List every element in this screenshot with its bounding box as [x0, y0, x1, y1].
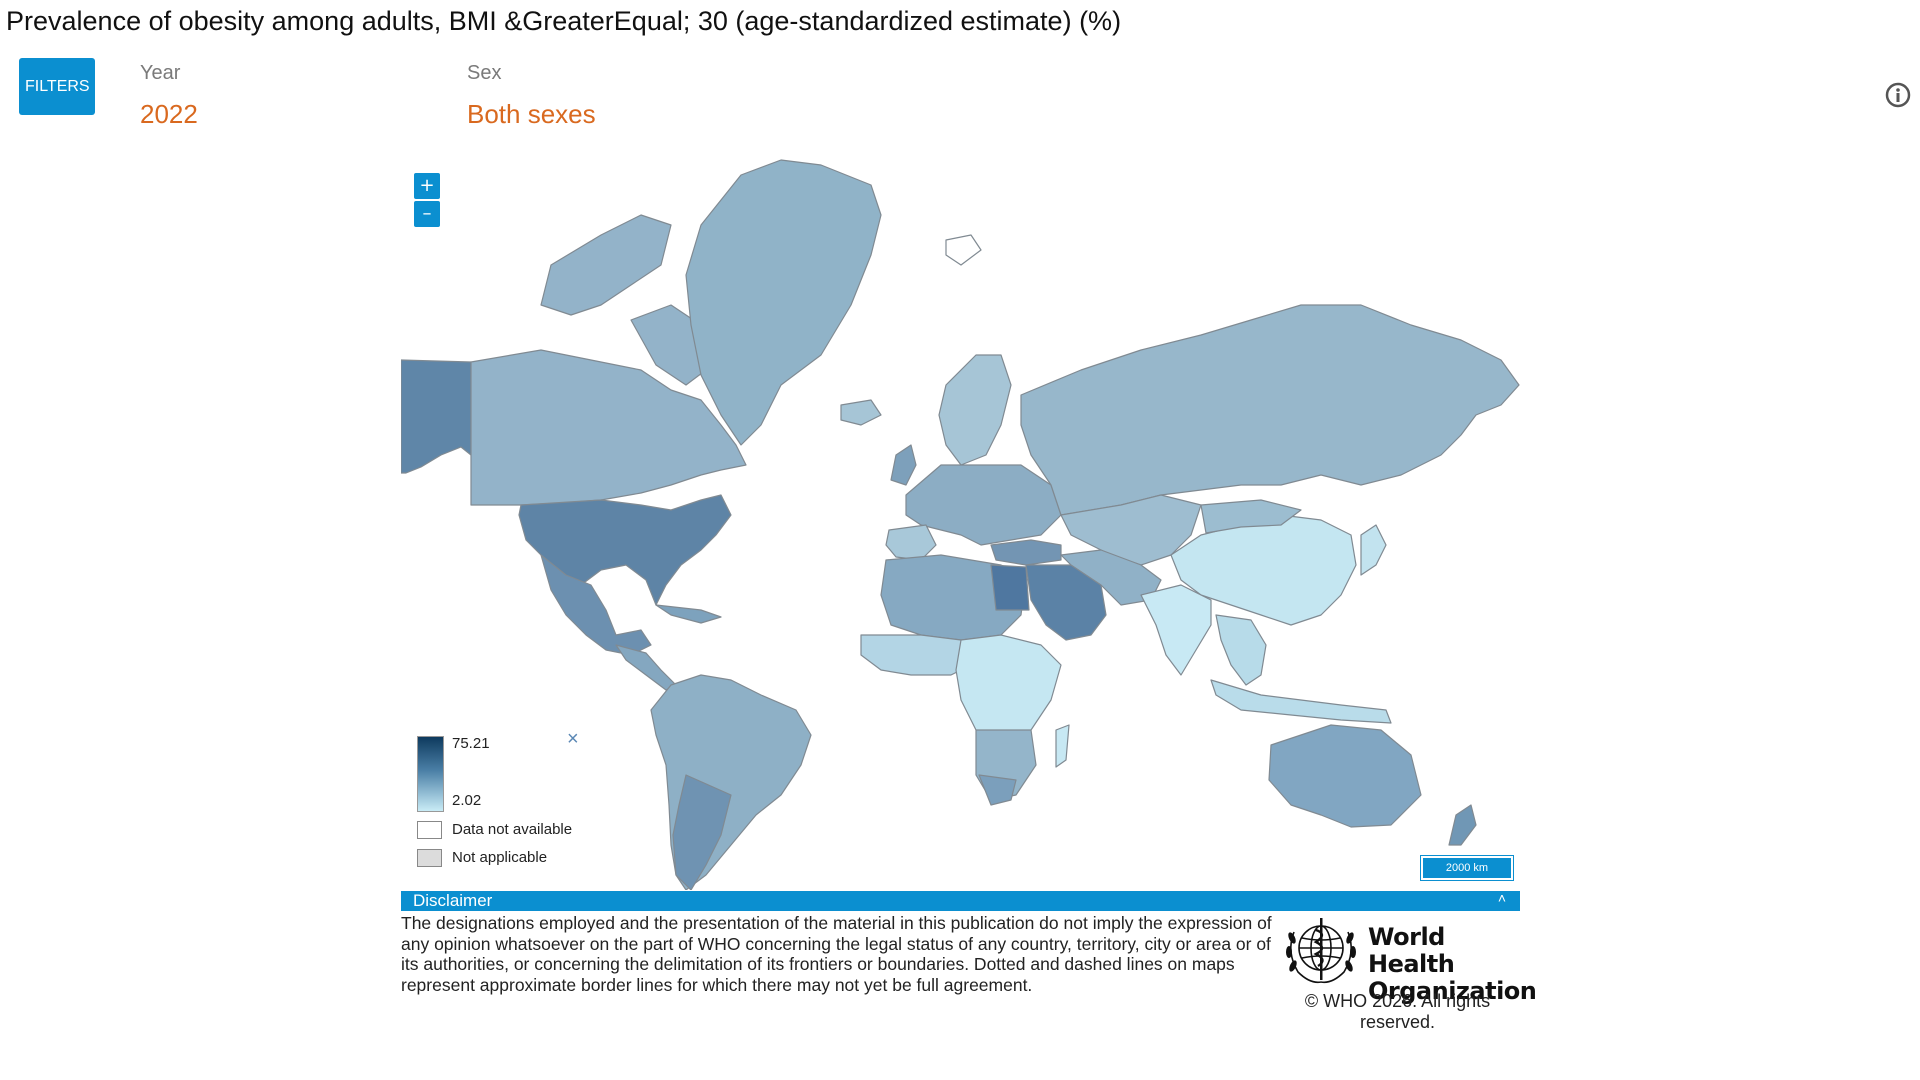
region-arctic-islands[interactable] [540, 214, 672, 316]
who-emblem-icon [1286, 918, 1356, 984]
disclaimer-title: Disclaimer [413, 891, 493, 910]
region-uk[interactable] [890, 444, 917, 486]
region-south-africa[interactable] [978, 774, 1017, 806]
region-svalbard [945, 234, 982, 266]
region-indonesia[interactable] [1210, 679, 1392, 724]
who-name: World Health Organization [1368, 923, 1537, 1005]
region-alaska[interactable] [401, 359, 472, 474]
who-name-line2: Organization [1368, 977, 1537, 1005]
legend-close-icon[interactable]: × [567, 728, 579, 750]
region-new-zealand[interactable] [1448, 804, 1477, 846]
region-southeast-asia[interactable] [1215, 614, 1267, 686]
region-greenland[interactable] [685, 159, 882, 446]
disclaimer-text: The designations employed and the presen… [401, 913, 1272, 995]
zoom-in-button[interactable]: + [414, 173, 440, 199]
legend-not-available-label: Data not available [452, 821, 573, 838]
disclaimer-header[interactable]: Disclaimer ˄ [401, 891, 1520, 911]
region-central-east-africa[interactable] [955, 634, 1062, 746]
year-filter[interactable]: Year 2022 [140, 62, 198, 130]
legend-swatch-not-applicable [417, 849, 442, 867]
year-filter-label: Year [140, 62, 181, 84]
filters-button[interactable]: FILTERS [19, 58, 95, 115]
copyright-text: © WHO 2026. All rights reserved. [1304, 991, 1491, 1032]
chevron-up-icon[interactable]: ˄ [1497, 890, 1506, 906]
region-scandinavia[interactable] [938, 354, 1012, 466]
region-japan[interactable] [1360, 524, 1387, 576]
map-legend: 75.21 2.02 × Data not available Not appl… [417, 728, 587, 873]
who-name-line1: World Health [1368, 923, 1455, 978]
region-iceland[interactable] [840, 399, 882, 426]
region-mexico[interactable] [540, 554, 652, 656]
who-logo: World Health Organization [1280, 912, 1537, 1005]
legend-max-value: 75.21 [452, 735, 490, 752]
region-southern-cone[interactable] [672, 774, 732, 890]
region-turkey[interactable] [990, 539, 1062, 566]
sex-filter[interactable]: Sex Both sexes [467, 62, 596, 130]
region-madagascar[interactable] [1055, 724, 1070, 768]
region-russia[interactable] [1020, 304, 1520, 516]
sex-filter-value[interactable]: Both sexes [467, 99, 596, 129]
map-scale-bar: 2000 km [1421, 856, 1513, 880]
zoom-out-button[interactable]: – [414, 201, 440, 227]
region-egypt[interactable] [990, 564, 1030, 611]
region-caribbean[interactable] [655, 604, 722, 624]
region-india[interactable] [1140, 584, 1212, 676]
page-title: Prevalence of obesity among adults, BMI … [6, 6, 1122, 36]
legend-not-applicable-label: Not applicable [452, 849, 548, 866]
region-west-africa[interactable] [860, 634, 972, 676]
legend-color-gradient [417, 736, 444, 812]
legend-min-value: 2.02 [452, 792, 482, 809]
year-filter-value[interactable]: 2022 [140, 99, 198, 129]
sex-filter-label: Sex [467, 62, 502, 84]
region-mongolia[interactable] [1200, 499, 1302, 534]
region-iberia[interactable] [885, 524, 937, 561]
legend-swatch-not-available [417, 821, 442, 839]
info-icon[interactable] [1885, 82, 1911, 108]
region-central-america[interactable] [615, 644, 677, 691]
world-map-svg[interactable] [401, 155, 1520, 890]
world-map[interactable] [401, 155, 1520, 890]
region-australia[interactable] [1268, 724, 1422, 828]
